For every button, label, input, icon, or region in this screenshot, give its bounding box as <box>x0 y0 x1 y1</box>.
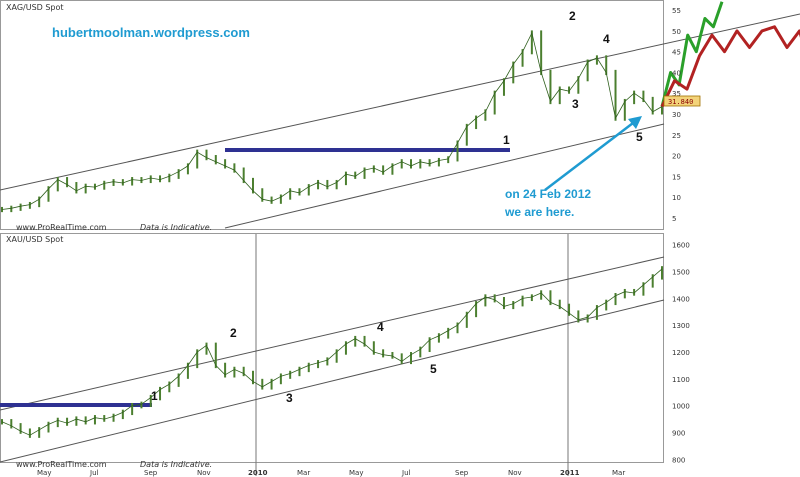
price-line <box>1 31 663 210</box>
bearish-projection-path <box>660 25 800 108</box>
y-tick-label: 1600 <box>672 242 690 250</box>
y-tick-label: 1500 <box>672 269 690 277</box>
silver-y-axis: 5 10 15 20 25 30 35 40 45 50 55 <box>672 7 681 223</box>
silver-wave-label-3: 3 <box>572 97 579 111</box>
gold-wave-label-2: 2 <box>230 326 237 340</box>
site-label: hubertmoolman.wordpress.com <box>52 25 250 40</box>
x-tick-label: 2011 <box>560 469 580 477</box>
y-tick-label: 1100 <box>672 376 690 384</box>
gold-price-series <box>1 266 663 438</box>
y-tick-label: 1000 <box>672 403 690 411</box>
gold-wave-label-3: 3 <box>286 391 293 405</box>
x-tick-label: Nov <box>508 469 522 477</box>
y-tick-label: 10 <box>672 194 681 202</box>
silver-channel-upper <box>0 13 800 191</box>
gold-symbol-label: XAU/USD Spot <box>6 235 63 244</box>
gold-wave-label-5: 5 <box>430 362 437 376</box>
x-tick-label: 2010 <box>248 469 268 477</box>
wave-labels: 1 2 3 4 5 1 2 3 4 5 <box>151 9 643 405</box>
gold-panel-frame <box>0 233 664 463</box>
projection-paths <box>660 1 800 108</box>
gold-y-axis: 800 900 1000 1100 1200 1300 1400 1500 1600 <box>672 242 690 465</box>
annotation-line-1: on 24 Feb 2012 <box>505 187 591 201</box>
gold-footer-note: Data is Indicative. <box>140 460 212 469</box>
gold-wave-label-1: 1 <box>151 389 158 403</box>
x-tick-label: Jul <box>89 469 99 477</box>
bullish-projection-path <box>660 1 724 107</box>
annotation-line-2: we are here. <box>504 205 574 219</box>
y-tick-label: 900 <box>672 430 685 438</box>
y-tick-label: 1200 <box>672 349 690 357</box>
x-tick-label: May <box>349 469 363 477</box>
x-tick-label: Sep <box>455 469 469 477</box>
silver-wave-label-1: 1 <box>503 133 510 147</box>
silver-footer: www.ProRealTime.com <box>16 223 107 232</box>
silver-price-series <box>1 30 663 213</box>
silver-symbol-label: XAG/USD Spot <box>6 3 64 12</box>
x-tick-label: Mar <box>297 469 310 477</box>
y-tick-label: 800 <box>672 456 685 464</box>
y-tick-label: 5 <box>672 215 676 223</box>
gold-channel-lower <box>0 299 665 463</box>
price-line <box>1 268 663 436</box>
y-tick-label: 25 <box>672 132 681 140</box>
y-tick-label: 15 <box>672 173 681 181</box>
price-badge <box>663 95 701 107</box>
gold-channel-upper <box>0 256 665 411</box>
silver-wave-label-4: 4 <box>603 32 610 46</box>
silver-panel-frame <box>0 0 664 230</box>
silver-wave-label-5: 5 <box>636 130 643 144</box>
x-tick-label: Mar <box>612 469 625 477</box>
gold-footer: www.ProRealTime.com <box>16 460 107 469</box>
annotation-arrowhead <box>628 116 642 129</box>
y-tick-label: 30 <box>672 111 681 119</box>
y-tick-label: 1300 <box>672 322 690 330</box>
silver-channel-lower <box>224 123 665 229</box>
y-tick-label: 55 <box>672 7 681 15</box>
y-tick-label: 40 <box>672 70 681 78</box>
annotation-arrow <box>544 122 634 191</box>
y-tick-label: 35 <box>672 90 681 98</box>
x-tick-label: Jul <box>401 469 411 477</box>
x-tick-label: Sep <box>144 469 158 477</box>
gold-wave-label-4: 4 <box>377 320 384 334</box>
y-tick-label: 1400 <box>672 295 690 303</box>
price-badge-text: 31.840 <box>668 98 693 106</box>
silver-wave-label-2: 2 <box>569 9 576 23</box>
gold-x-axis: May Jul Sep Nov 2010 Mar May Jul Sep Nov 2011 Mar <box>37 469 625 477</box>
y-tick-label: 20 <box>672 153 681 161</box>
silver-footer-note: Data is Indicative. <box>140 223 212 232</box>
y-tick-label: 50 <box>672 28 681 36</box>
x-tick-label: Nov <box>197 469 211 477</box>
x-tick-label: May <box>37 469 51 477</box>
y-tick-label: 45 <box>672 49 681 57</box>
